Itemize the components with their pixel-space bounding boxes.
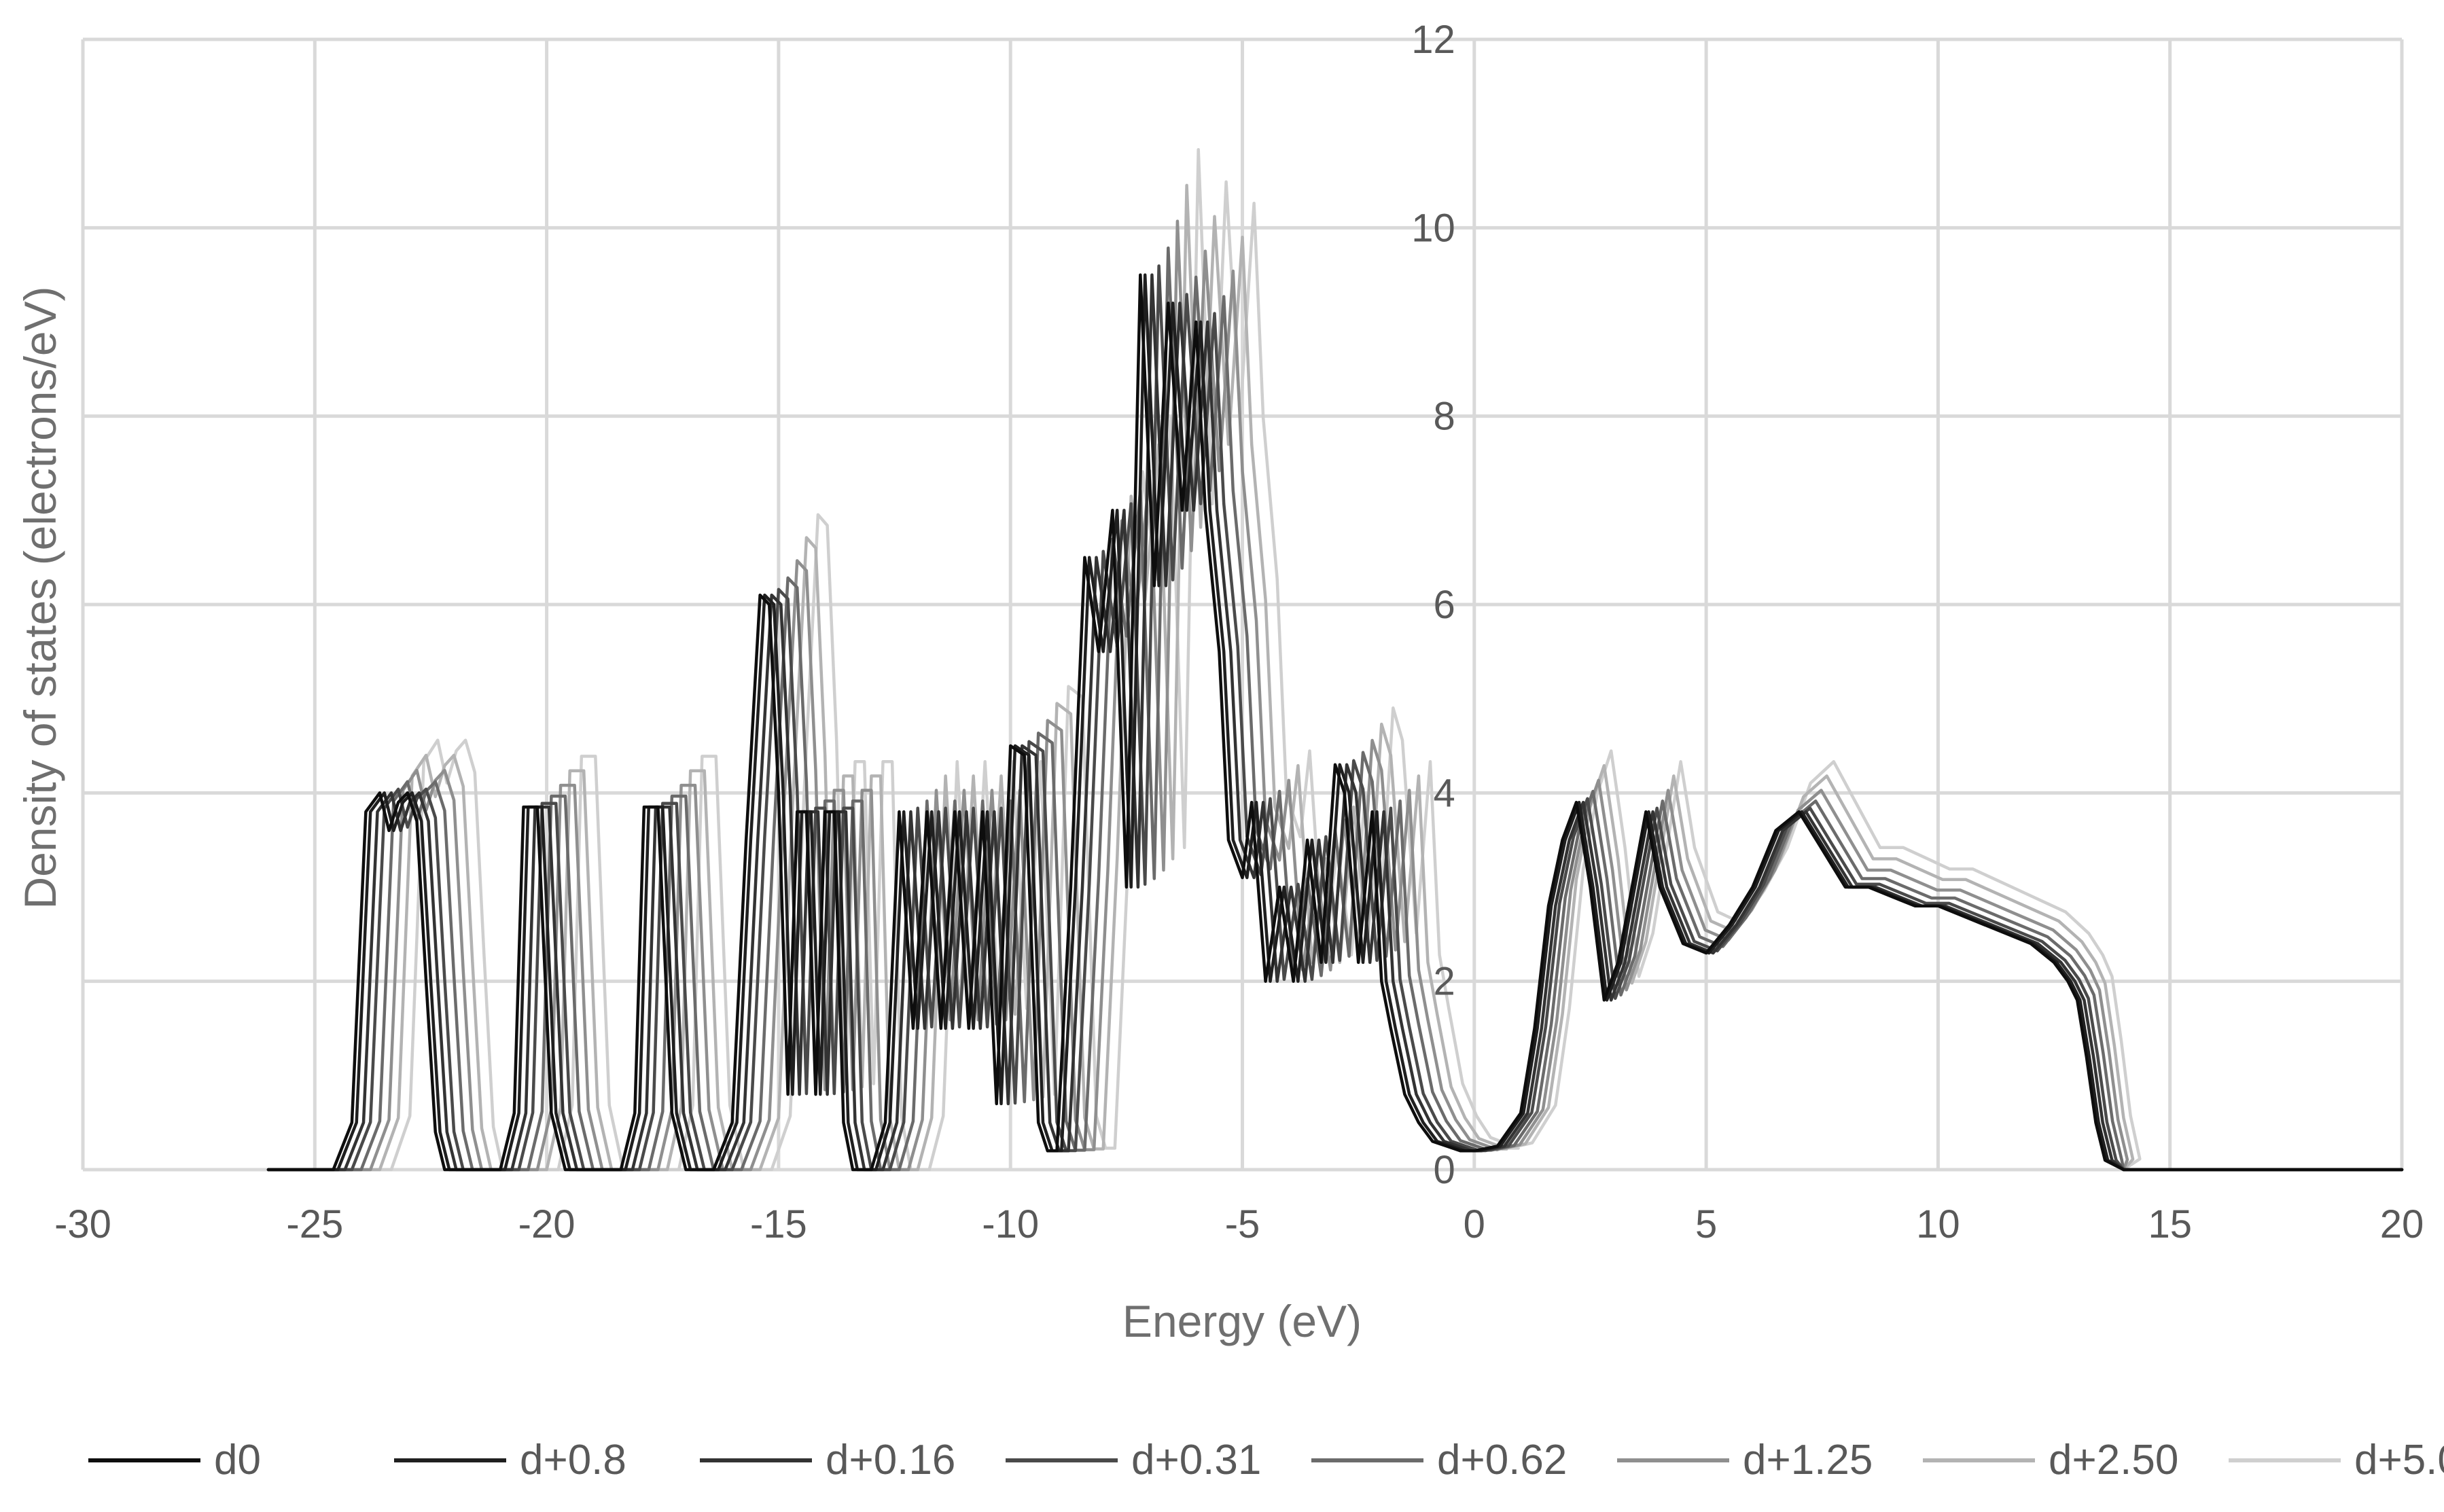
x-tick-label: -30 [54,1202,111,1246]
y-tick-label: 12 [1411,18,1455,62]
y-axis-title: Density of states (electrons/eV) [15,286,65,909]
legend-label: d+0.16 [826,1437,955,1483]
y-tick-label: 0 [1434,1148,1455,1192]
x-tick-label: -10 [982,1202,1039,1246]
y-tick-label: 2 [1434,960,1455,1004]
x-tick-label: -20 [518,1202,575,1246]
y-tick-labels: 0 2 4 6 8 10 12 [1411,18,1455,1192]
legend: d0 d+0.8 d+0.16 d+0.31 d+0.62 d+1.25 d+2.50 d+5… [88,1437,2444,1483]
legend-label: d+0.62 [1437,1437,1567,1483]
x-tick-label: 20 [2380,1202,2424,1246]
x-axis-title: Energy (eV) [1122,1296,1362,1346]
y-tick-label: 6 [1434,583,1455,627]
legend-label: d+2.50 [2049,1437,2178,1483]
series-line-d0 [266,273,2404,1172]
y-tick-label: 4 [1434,771,1455,815]
series-lines [266,147,2404,1172]
y-tick-label: 8 [1434,395,1455,439]
x-tick-label: -5 [1225,1202,1260,1246]
x-tick-label: 0 [1464,1202,1485,1246]
legend-label: d0 [214,1437,261,1483]
legend-label: d+0.31 [1131,1437,1261,1483]
legend-label: d+1.25 [1743,1437,1873,1483]
y-tick-label: 10 [1411,206,1455,250]
x-tick-label: -25 [286,1202,343,1246]
legend-label: d+0.8 [520,1437,626,1483]
x-tick-labels: -30 -25 -20 -15 -10 -5 0 5 10 15 20 [54,1202,2424,1246]
x-tick-label: 10 [1916,1202,1960,1246]
legend-label: d+5.0 [2354,1437,2444,1483]
x-tick-label: 15 [2148,1202,2192,1246]
x-tick-label: -15 [750,1202,807,1246]
x-tick-label: 5 [1695,1202,1717,1246]
